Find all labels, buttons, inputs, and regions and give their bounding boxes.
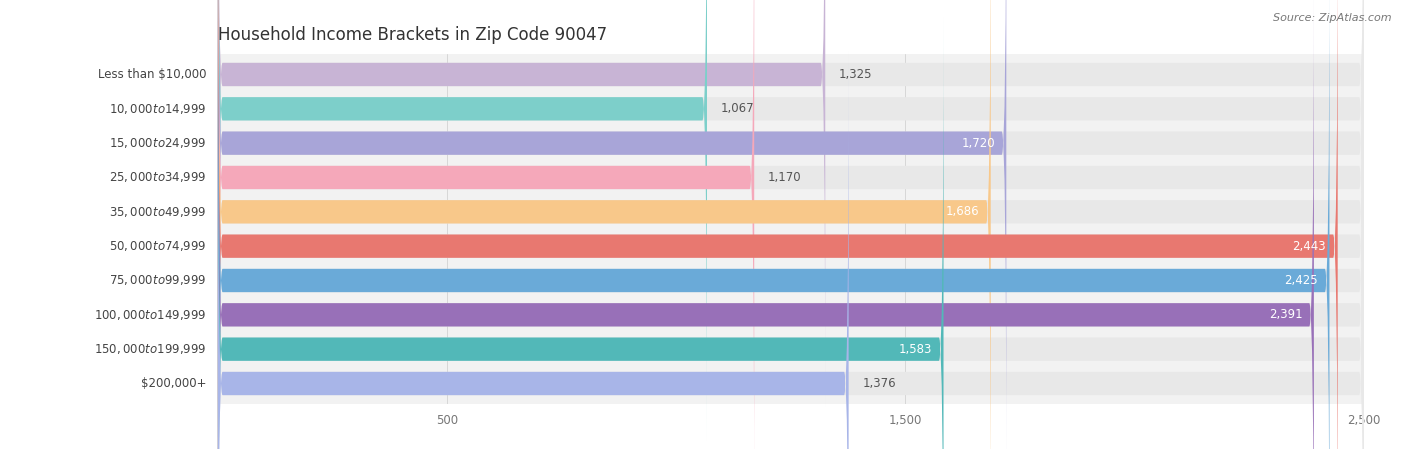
FancyBboxPatch shape <box>218 0 1364 440</box>
Text: 1,376: 1,376 <box>862 377 896 390</box>
FancyBboxPatch shape <box>218 0 1364 406</box>
Text: $50,000 to $74,999: $50,000 to $74,999 <box>110 239 207 253</box>
Text: 1,325: 1,325 <box>839 68 873 81</box>
Text: 2,443: 2,443 <box>1292 240 1326 253</box>
FancyBboxPatch shape <box>218 0 754 449</box>
Text: 1,720: 1,720 <box>962 136 995 150</box>
Text: Source: ZipAtlas.com: Source: ZipAtlas.com <box>1274 13 1392 23</box>
Text: Household Income Brackets in Zip Code 90047: Household Income Brackets in Zip Code 90… <box>218 26 607 44</box>
FancyBboxPatch shape <box>218 0 1364 449</box>
Text: $10,000 to $14,999: $10,000 to $14,999 <box>110 102 207 116</box>
FancyBboxPatch shape <box>218 0 1337 449</box>
Text: 2,391: 2,391 <box>1268 308 1302 321</box>
FancyBboxPatch shape <box>218 0 1330 449</box>
Text: $15,000 to $24,999: $15,000 to $24,999 <box>110 136 207 150</box>
FancyBboxPatch shape <box>218 0 825 406</box>
Text: 1,583: 1,583 <box>898 343 932 356</box>
Text: $25,000 to $34,999: $25,000 to $34,999 <box>110 171 207 185</box>
Text: $150,000 to $199,999: $150,000 to $199,999 <box>94 342 207 356</box>
FancyBboxPatch shape <box>218 0 1364 449</box>
FancyBboxPatch shape <box>218 0 1313 449</box>
Text: $35,000 to $49,999: $35,000 to $49,999 <box>110 205 207 219</box>
Text: $200,000+: $200,000+ <box>142 377 207 390</box>
FancyBboxPatch shape <box>218 18 943 449</box>
Text: Less than $10,000: Less than $10,000 <box>98 68 207 81</box>
FancyBboxPatch shape <box>218 0 991 449</box>
FancyBboxPatch shape <box>218 0 1364 449</box>
FancyBboxPatch shape <box>218 52 1364 449</box>
FancyBboxPatch shape <box>218 0 707 440</box>
FancyBboxPatch shape <box>218 0 1364 449</box>
FancyBboxPatch shape <box>218 52 849 449</box>
Text: 1,686: 1,686 <box>946 205 979 218</box>
FancyBboxPatch shape <box>218 18 1364 449</box>
Text: 1,067: 1,067 <box>721 102 755 115</box>
FancyBboxPatch shape <box>218 0 1364 449</box>
FancyBboxPatch shape <box>218 0 1007 449</box>
Text: 1,170: 1,170 <box>768 171 801 184</box>
Text: $100,000 to $149,999: $100,000 to $149,999 <box>94 308 207 322</box>
FancyBboxPatch shape <box>218 0 1364 449</box>
Text: 2,425: 2,425 <box>1284 274 1317 287</box>
Text: $75,000 to $99,999: $75,000 to $99,999 <box>110 273 207 287</box>
